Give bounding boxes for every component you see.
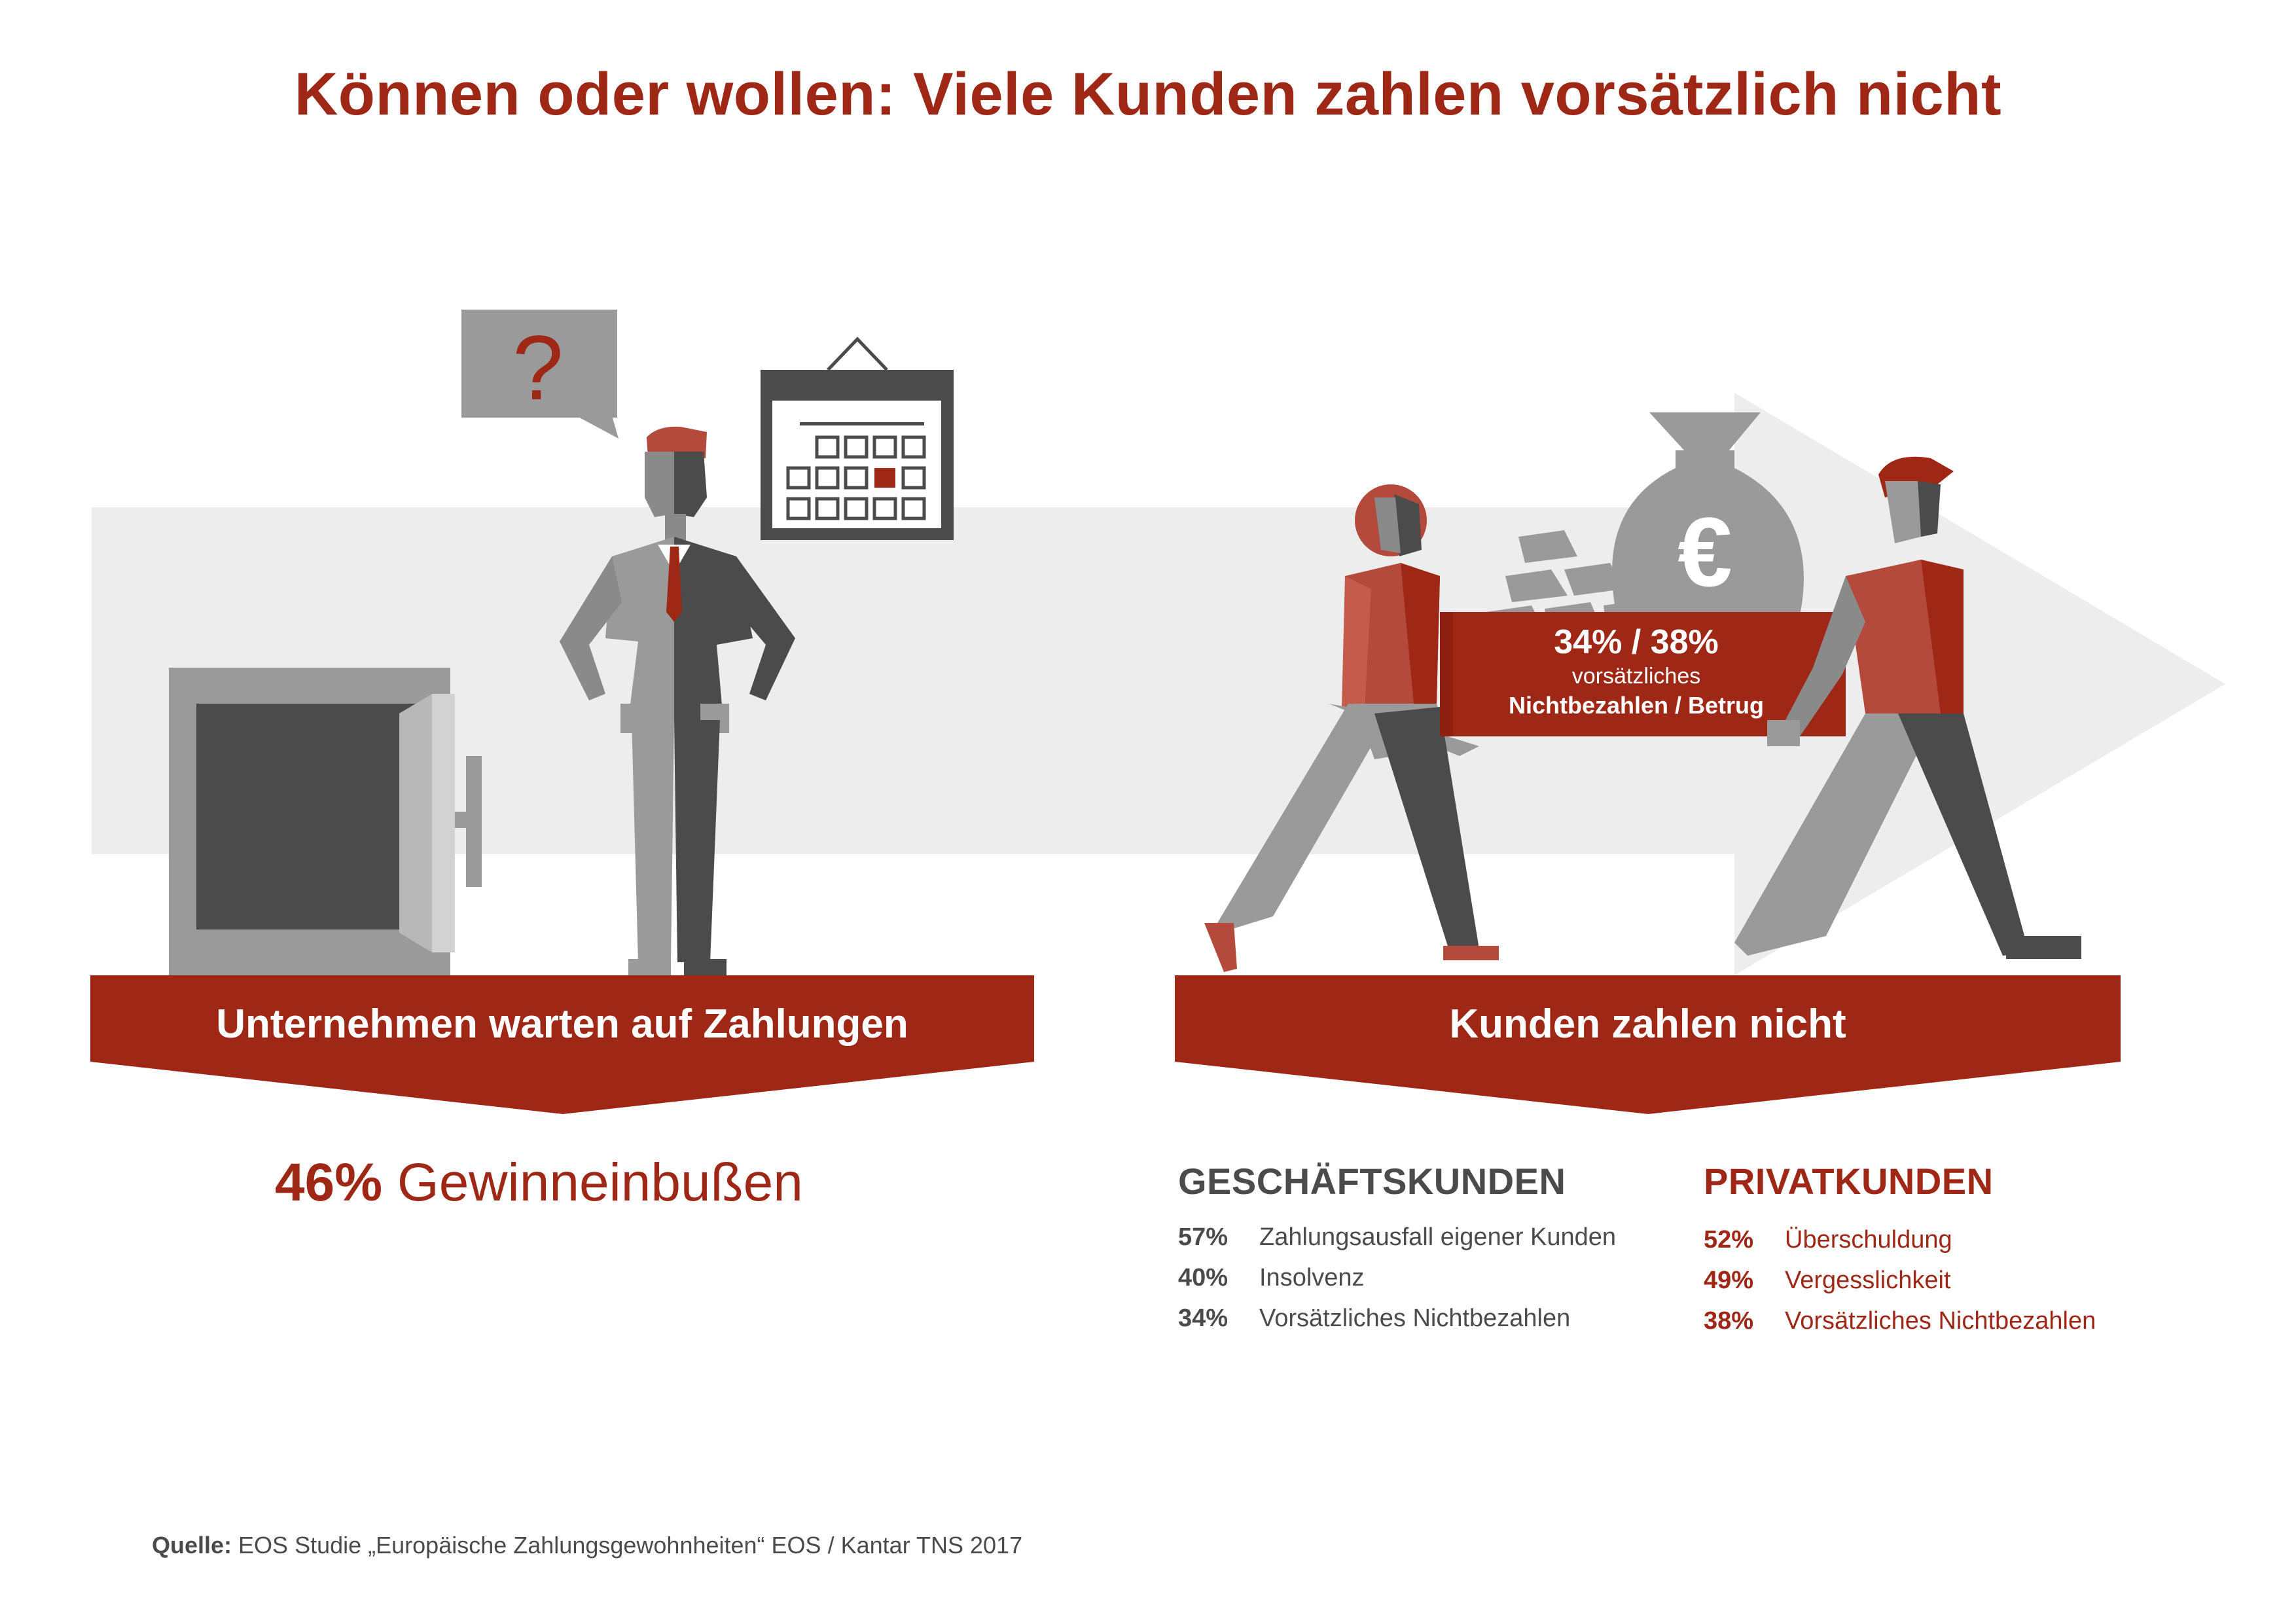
item-label: Vergesslichkeit xyxy=(1785,1267,1951,1294)
safe-icon xyxy=(169,668,482,975)
left-banner-label: Unternehmen warten auf Zahlungen xyxy=(216,1001,908,1047)
man-figure xyxy=(1734,456,2081,959)
item-percent: 49% xyxy=(1704,1267,1754,1294)
left-banner xyxy=(90,975,1034,1114)
businessman-figure xyxy=(560,426,795,975)
item-percent: 34% xyxy=(1178,1305,1229,1332)
list-item: 38% Vorsätzliches Nichtbezahlen xyxy=(1704,1303,2096,1339)
source-label: Quelle: xyxy=(152,1532,232,1559)
list-item: 52% Überschuldung xyxy=(1704,1221,1952,1258)
money-bag-icon: € xyxy=(1611,412,1804,615)
loss-stat: 46% Gewinneinbußen xyxy=(275,1152,803,1214)
bag-stat: 34% / 38% vorsätzliches Nichtbezahlen / … xyxy=(1433,622,1839,721)
list-item: 40% Insolvenz xyxy=(1178,1259,1365,1296)
question-mark: ? xyxy=(512,316,564,419)
item-label: Vorsätzliches Nichtbezahlen xyxy=(1259,1305,1571,1332)
carried-box xyxy=(1440,612,1846,736)
loss-label: Gewinneinbußen xyxy=(397,1153,803,1212)
calendar-icon xyxy=(761,336,954,540)
list-item: 49% Vergesslichkeit xyxy=(1704,1262,1950,1299)
list-item: 34% Vorsätzliches Nichtbezahlen xyxy=(1178,1300,1570,1337)
item-label: Überschuldung xyxy=(1785,1226,1952,1254)
private-customers-heading: PRIVATKUNDEN xyxy=(1704,1161,1994,1202)
right-banner-label: Kunden zahlen nicht xyxy=(1449,1001,1846,1047)
source-note: Quelle: EOS Studie „Europäische Zahlungs… xyxy=(152,1532,1022,1559)
loss-percent: 46% xyxy=(275,1153,383,1212)
euro-symbol: € xyxy=(1677,497,1732,607)
list-item: 57% Zahlungsausfall eigener Kunden xyxy=(1178,1219,1616,1255)
bag-stat-percent: 34% / 38% xyxy=(1554,623,1719,661)
source-text: EOS Studie „Europäische Zahlungsgewohnhe… xyxy=(238,1532,1023,1559)
bag-stat-label-line2: Nichtbezahlen / Betrug xyxy=(1508,692,1765,719)
item-label: Zahlungsausfall eigener Kunden xyxy=(1259,1223,1617,1251)
page-title: Können oder wollen: Viele Kunden zahlen … xyxy=(294,61,2002,128)
item-label: Vorsätzliches Nichtbezahlen xyxy=(1785,1307,2096,1335)
item-label: Insolvenz xyxy=(1259,1264,1365,1291)
item-percent: 52% xyxy=(1704,1226,1754,1254)
business-customers-heading: GESCHÄFTSKUNDEN xyxy=(1178,1161,1566,1202)
item-percent: 40% xyxy=(1178,1264,1229,1291)
speech-bubble-icon: ? xyxy=(461,310,619,439)
item-percent: 57% xyxy=(1178,1223,1229,1251)
item-percent: 38% xyxy=(1704,1307,1754,1335)
right-banner xyxy=(1175,975,2121,1114)
bag-stat-label-line1: vorsätzliches xyxy=(1571,664,1701,689)
woman-figure xyxy=(1204,484,1499,972)
